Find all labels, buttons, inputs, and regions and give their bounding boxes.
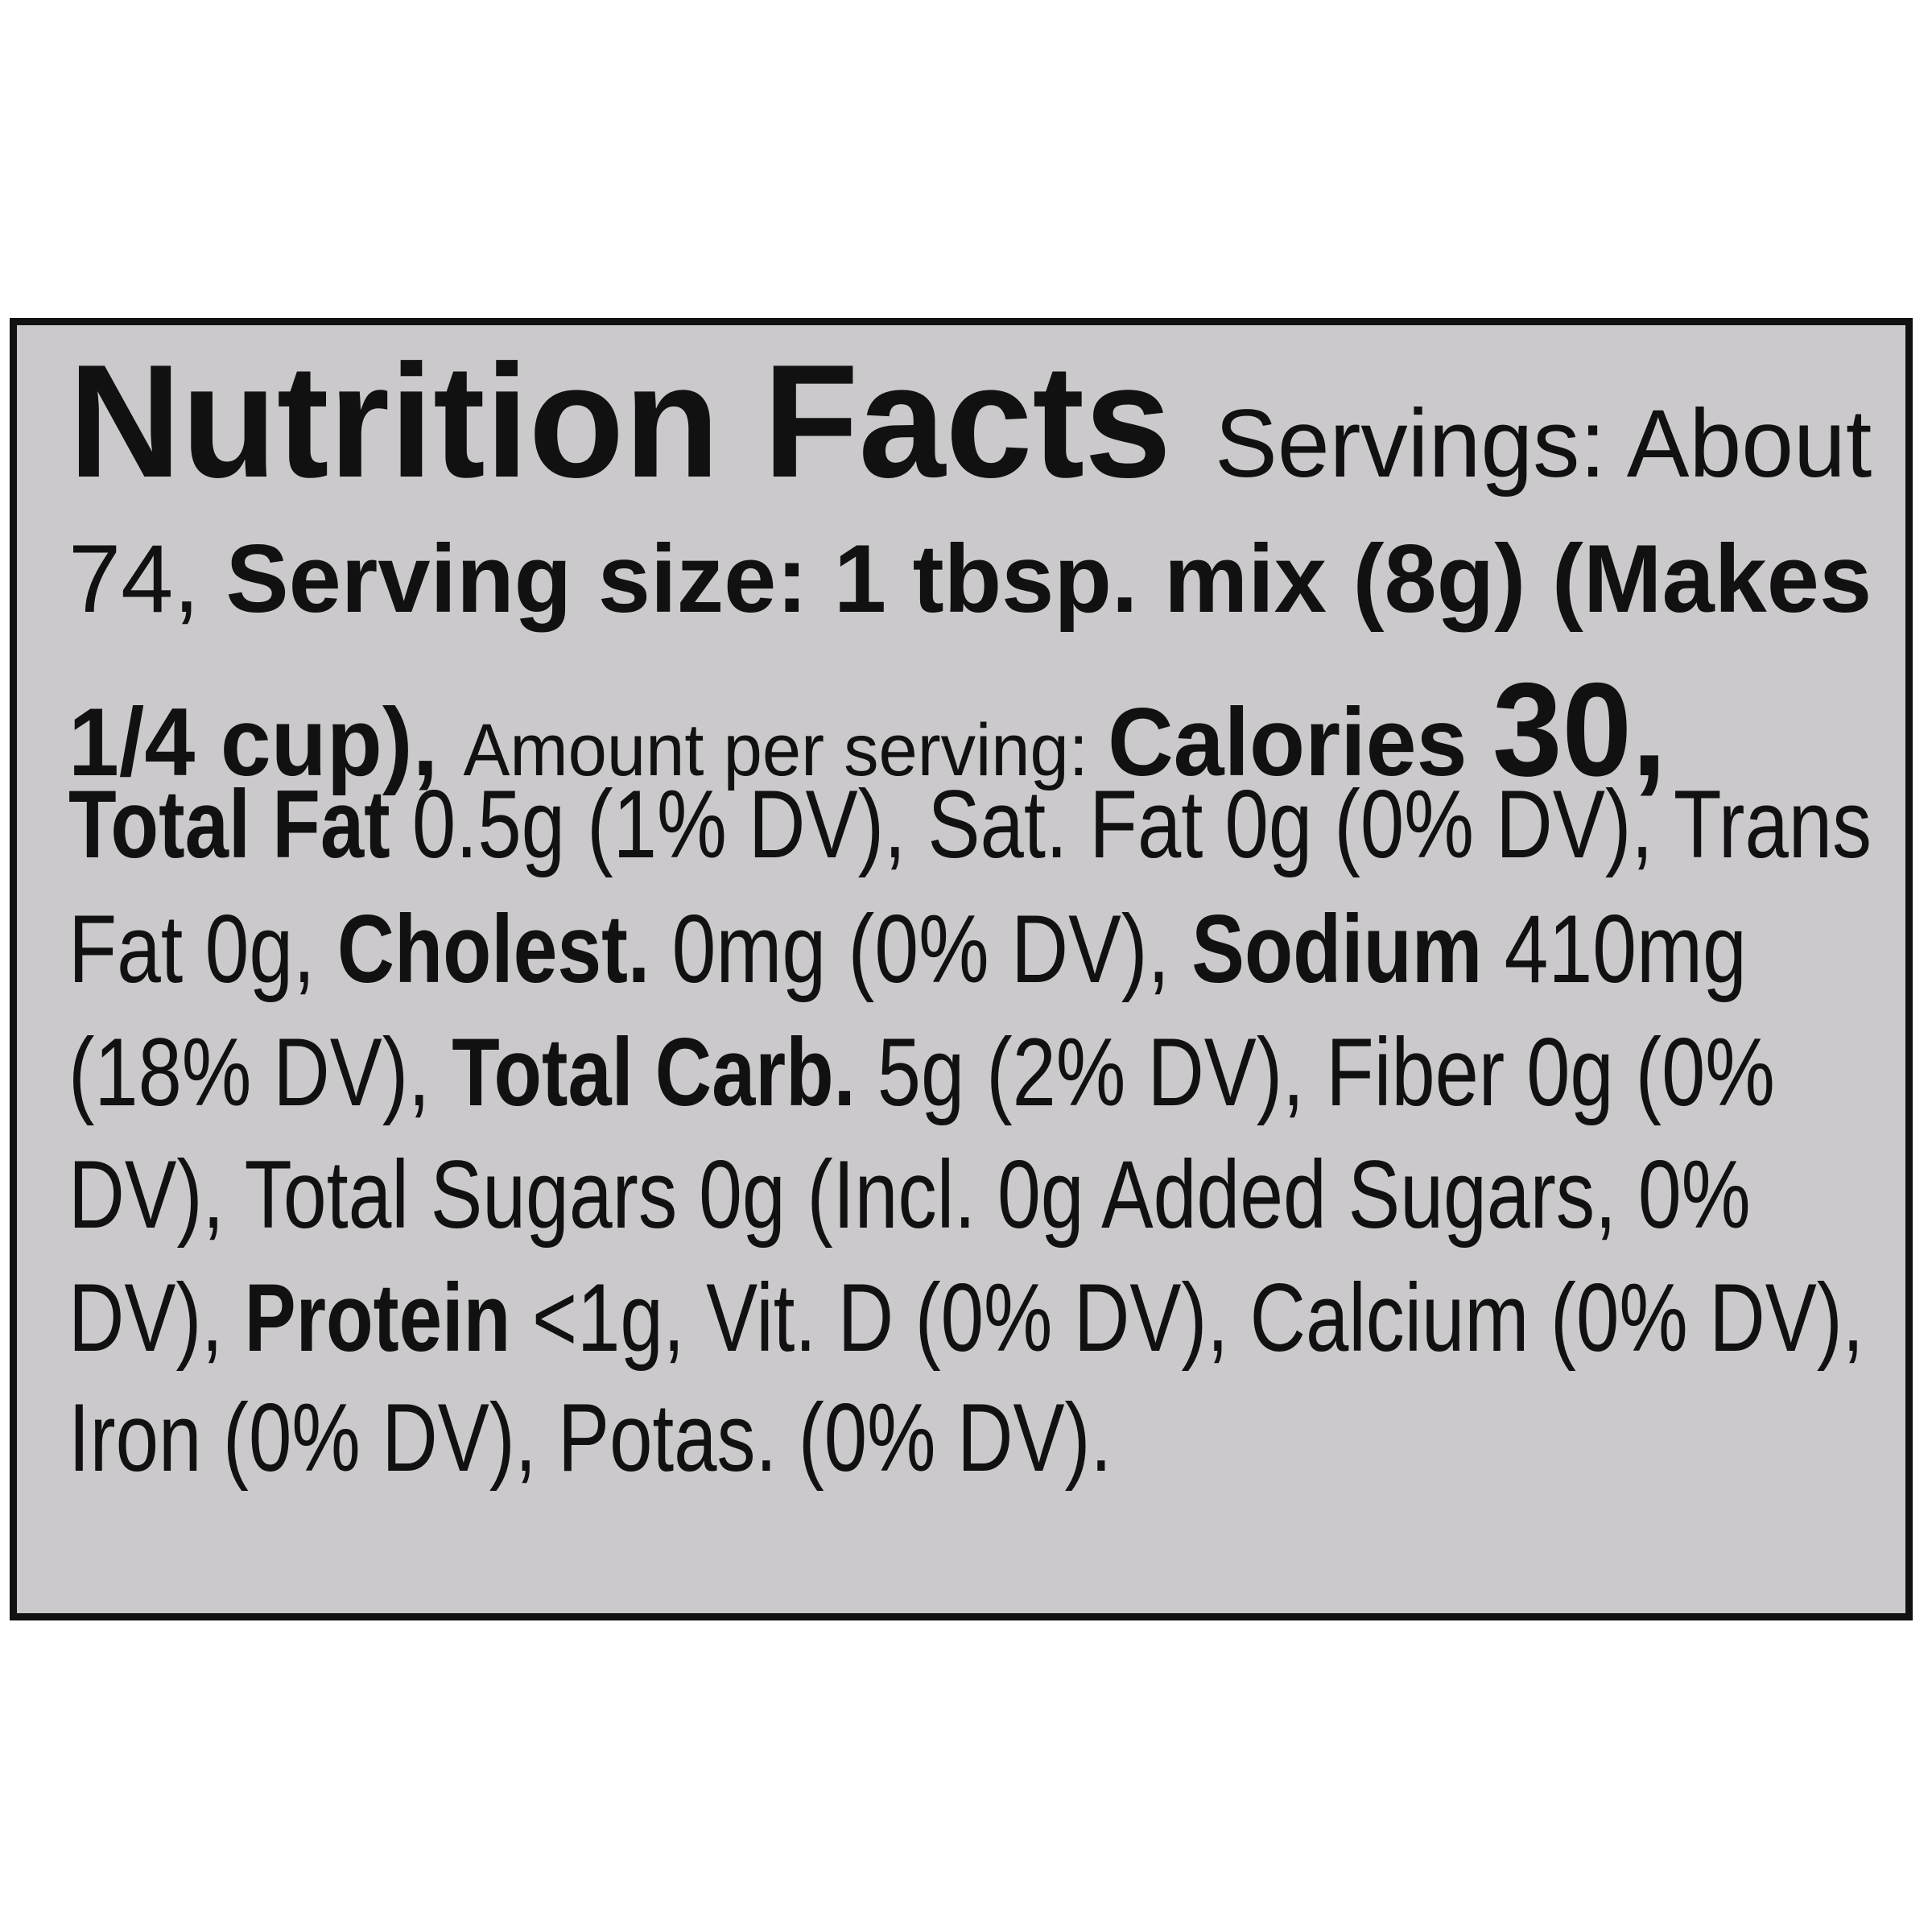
label-line: 1/4 cup), Amount per serving: Calories 3…: [68, 663, 1666, 796]
nutrient-name-bold: Total Carb.: [452, 1018, 877, 1126]
label-line: 74, Serving size: 1 tbsp. mix (8g) (Make…: [68, 530, 1872, 627]
nutrient-name-bold: Cholest.: [336, 895, 672, 1003]
nutrient-name-bold: 1/4 cup),: [68, 688, 464, 796]
label-text: 5g (2% DV), Fiber 0g (0%: [877, 1018, 1775, 1126]
nutrient-name-bold: Serving size: 1 tbsp. mix (8g) (Makes: [225, 525, 1872, 633]
label-line: Iron (0% DV), Potas. (0% DV).: [68, 1389, 1112, 1486]
label-text: 410mg: [1504, 895, 1747, 1003]
label-title: Nutrition Facts: [68, 332, 1216, 511]
label-line: Nutrition Facts Servings: About: [68, 341, 1872, 502]
label-line: DV), Total Sugars 0g (Incl. 0g Added Sug…: [68, 1146, 1751, 1243]
label-text: Fat 0g,: [68, 895, 337, 1003]
label-text: 0.5g (1% DV), Sat. Fat 0g (0% DV), Trans: [411, 770, 1872, 878]
label-line: Fat 0g, Cholest. 0mg (0% DV), Sodium 410…: [68, 901, 1747, 997]
label-text: (18% DV),: [68, 1018, 452, 1126]
nutrient-name-bold: Sodium: [1191, 895, 1505, 1003]
label-text: DV),: [68, 1264, 245, 1372]
label-text: <1g, Vit. D (0% DV), Calcium (0% DV),: [531, 1264, 1864, 1372]
label-line: (18% DV), Total Carb. 5g (2% DV), Fiber …: [68, 1024, 1775, 1121]
label-text: 74,: [68, 525, 226, 633]
label-text: Amount per serving:: [463, 709, 1108, 791]
nutrient-name-bold: Total Fat: [68, 770, 412, 878]
nutrient-name-bold: Calories: [1107, 688, 1492, 796]
label-line: Total Fat 0.5g (1% DV), Sat. Fat 0g (0% …: [68, 776, 1872, 873]
label-text: 0mg (0% DV),: [671, 895, 1192, 1003]
nutrient-name-bold: 30,: [1492, 655, 1667, 803]
label-line: DV), Protein <1g, Vit. D (0% DV), Calciu…: [68, 1269, 1864, 1366]
nutrient-name-bold: Protein: [244, 1264, 532, 1372]
nutrition-facts-label: Nutrition Facts Servings: About 74, Servi…: [10, 318, 1913, 1620]
label-text: DV), Total Sugars 0g (Incl. 0g Added Sug…: [68, 1141, 1751, 1249]
label-text: Iron (0% DV), Potas. (0% DV).: [68, 1384, 1113, 1492]
label-text: Servings: About: [1215, 390, 1872, 497]
